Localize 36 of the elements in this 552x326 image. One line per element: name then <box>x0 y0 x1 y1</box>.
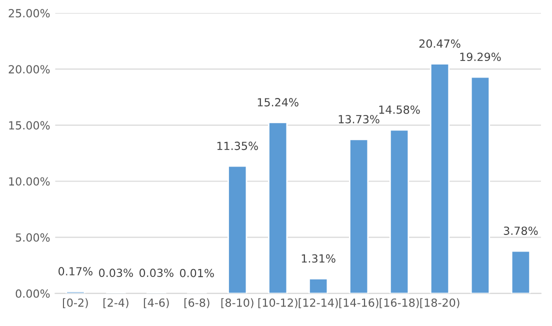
x-tick-label: [4-6) <box>144 298 169 308</box>
x-tick-label: [8-10) <box>221 298 254 308</box>
data-label: 0.03% <box>139 268 174 278</box>
x-tick-label: [16-18) <box>380 298 419 308</box>
y-tick-label: 20.00% <box>8 65 50 74</box>
bar <box>510 250 531 294</box>
x-tick-label: [12-14) <box>298 298 338 308</box>
bar <box>308 278 328 294</box>
x-tick-label: [10-12) <box>258 298 298 308</box>
x-tick-label: [0-2) <box>62 298 88 308</box>
data-label: 14.58% <box>379 105 420 114</box>
bar <box>470 76 490 294</box>
x-tick-label: [2-4) <box>103 298 128 308</box>
x-tick-label: [6-8) <box>184 298 210 308</box>
bar <box>268 122 288 294</box>
data-label: 0.03% <box>99 268 133 278</box>
bar <box>228 165 248 294</box>
bar <box>430 63 450 294</box>
y-tick-label: 15.00% <box>9 121 50 130</box>
x-tick-label: [14-16) <box>339 298 378 308</box>
data-label: 19.29% <box>460 52 501 62</box>
data-label: 13.73% <box>338 114 380 124</box>
data-label: 15.24% <box>258 98 298 106</box>
y-tick-label: 10.00% <box>9 177 50 186</box>
x-tick-label: [18-20) <box>420 298 460 308</box>
data-label: 1.31% <box>302 254 336 263</box>
y-tick-label: 25.00% <box>8 9 50 18</box>
bar <box>348 138 369 294</box>
y-tick-label: 0.00% <box>16 289 50 298</box>
data-label: 3.78% <box>504 226 538 235</box>
data-label: 20.47% <box>419 39 460 48</box>
data-label: 11.35% <box>217 142 258 150</box>
data-label: 0.01% <box>180 268 214 278</box>
data-label: 0.17% <box>58 267 92 276</box>
bar <box>389 129 410 294</box>
y-tick-label: 5.00% <box>16 233 50 242</box>
